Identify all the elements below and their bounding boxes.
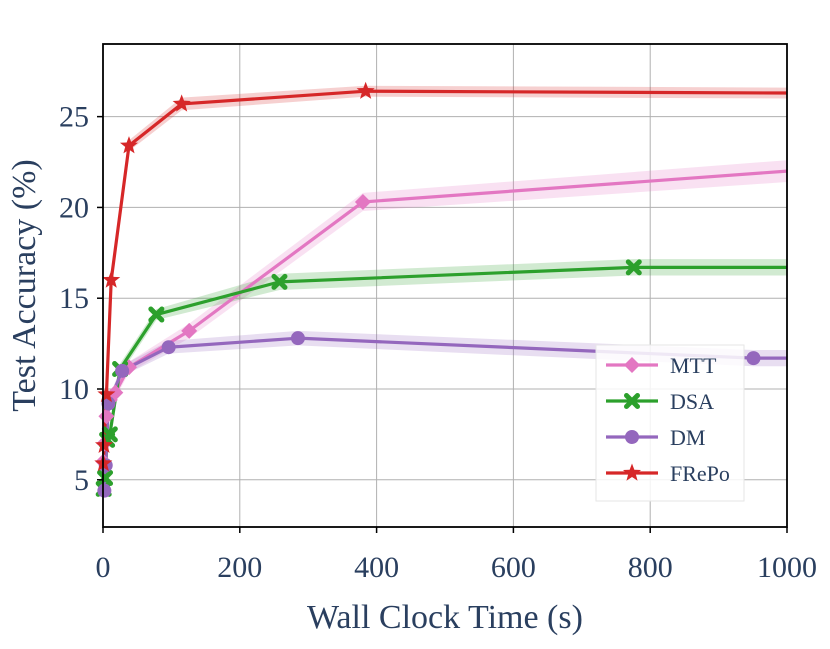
y-tick-label: 10 [59,373,89,406]
data-point-dsa [271,273,288,290]
data-point-dsa [625,259,642,276]
legend-label-frepo: FRePo [670,461,730,486]
legend-box [595,344,745,502]
data-point-dm [290,331,305,346]
data-point-mtt [354,193,371,210]
x-tick-label: 200 [217,551,262,584]
data-point-dm [115,363,130,378]
x-tick-label: 1000 [757,551,817,584]
x-marker-stroke [148,306,165,323]
data-point-mtt [107,384,124,401]
x-marker-stroke [101,426,118,443]
legend: MTT DSA DM FRePo [595,344,745,502]
data-point-dm [746,351,761,366]
legend-marker-dsa [624,393,640,409]
x-marker-stroke [97,469,114,486]
y-tick-label: 20 [59,191,89,224]
data-point-frepo [97,384,116,403]
x-tick-label: 400 [354,551,399,584]
data-point-dm [161,340,176,355]
legend-marker-frepo [622,463,642,481]
plot-frame [102,43,788,528]
legend-label-dm: DM [670,425,705,450]
x-axis-label: Wall Clock Time (s) [307,599,583,636]
data-point-mtt [181,322,198,339]
data-point-frepo [119,136,139,154]
legend-marker-dm [625,430,639,444]
data-point-frepo [356,81,375,99]
y-tick-label: 15 [59,282,89,315]
legend-label-dsa: DSA [670,389,714,414]
data-point-frepo [102,270,121,288]
x-tick-label: 0 [96,551,111,584]
legend-label-mtt: MTT [670,353,717,378]
data-point-dsa [101,426,118,443]
x-marker-stroke [625,259,642,276]
data-point-dsa [148,306,165,323]
x-marker-stroke [271,273,288,290]
data-point-frepo [172,94,191,112]
x-tick-label: 800 [628,551,673,584]
legend-marker-mtt [624,357,640,373]
y-tick-label: 5 [74,464,89,497]
data-point-mtt [120,359,137,376]
data-point-dm [97,483,112,498]
x-marker-stroke [624,393,640,409]
y-axis-label: Test Accuracy (%) [6,159,43,412]
data-point-frepo [94,435,114,453]
tick-layer: 0 200 400 600 800 1000 5 10 15 20 25 [59,101,817,584]
data-point-dsa [97,469,114,486]
y-tick-label: 25 [59,101,89,134]
data-point-dm [101,396,116,411]
x-tick-label: 600 [491,551,536,584]
